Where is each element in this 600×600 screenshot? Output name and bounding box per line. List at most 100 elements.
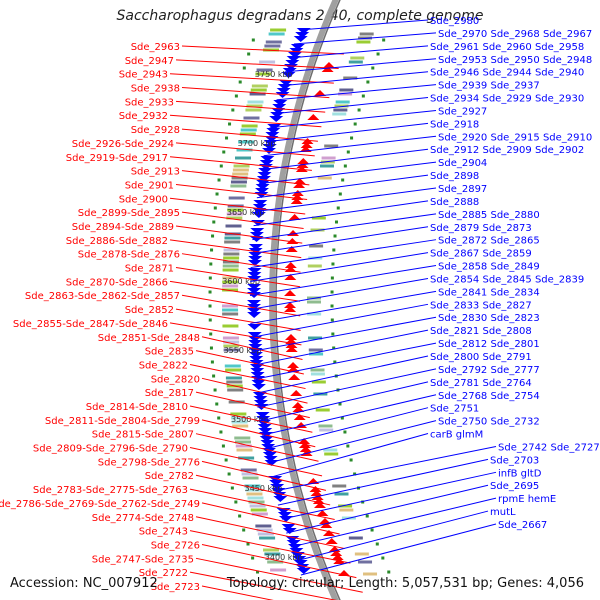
cog-feature-box xyxy=(222,308,239,312)
forward-gene-arrow xyxy=(258,428,273,434)
cog-feature-box xyxy=(348,60,363,64)
forward-gene-arrow xyxy=(276,88,291,94)
backbone-ring-shadow xyxy=(275,0,341,600)
cog-feature-box xyxy=(246,104,263,108)
label-leader-lines xyxy=(169,19,497,600)
cog-feature-box xyxy=(228,196,245,200)
gc-tick-mark xyxy=(332,248,336,252)
gc-tick-mark xyxy=(343,430,347,434)
genome-backbone xyxy=(269,0,341,600)
cog-feature-box xyxy=(222,268,239,272)
gc-tick-mark xyxy=(208,290,212,294)
left-leader-line xyxy=(169,239,302,259)
gc-tick-mark xyxy=(349,458,353,462)
cog-feature-box xyxy=(247,100,264,104)
gc-tick-mark xyxy=(209,332,213,336)
cog-feature-box xyxy=(246,492,263,496)
right-gene-label: Sde_2946 Sde_2944 Sde_2940 xyxy=(430,68,584,79)
cog-feature-box xyxy=(354,552,369,556)
right-gene-label: Sde_2833 Sde_2827 xyxy=(430,300,532,311)
left-gene-label: Sde_2928 xyxy=(131,125,180,136)
forward-gene-arrow xyxy=(248,340,263,346)
reverse-gene-arrow xyxy=(312,498,325,504)
right-leader-line xyxy=(261,148,429,171)
left-leader-line xyxy=(181,253,301,273)
right-leader-line xyxy=(249,277,429,310)
scale-label: 3450 kbp xyxy=(245,484,283,493)
forward-gene-arrow xyxy=(272,492,287,498)
cog-feature-box xyxy=(310,368,325,372)
gc-tick-mark xyxy=(357,108,361,112)
cog-feature-box xyxy=(307,312,322,316)
cog-feature-box xyxy=(267,560,284,564)
accession-text: Accession: NC_007912 xyxy=(10,576,158,591)
cog-feature-box xyxy=(339,508,354,512)
reverse-gene-arrow xyxy=(288,214,301,220)
forward-gene-arrow xyxy=(248,352,263,358)
scale-label: 3600 kbp xyxy=(222,277,260,286)
left-gene-label: Sde_2817 xyxy=(145,388,194,399)
right-gene-label: Sde_2768 Sde_2754 xyxy=(438,391,540,402)
left-leader-line xyxy=(189,571,338,600)
gc-tick-mark xyxy=(350,136,354,140)
cog-feature-box xyxy=(241,124,258,128)
right-leader-line xyxy=(264,407,429,450)
left-leader-line xyxy=(175,225,303,244)
left-gene-label: Sde_2774-Sde_2748 xyxy=(92,513,194,524)
left-leader-line xyxy=(189,530,351,564)
cog-feature-box xyxy=(338,92,353,96)
forward-gene-arrow xyxy=(275,92,290,98)
cog-feature-box xyxy=(241,472,258,476)
forward-gene-arrow xyxy=(290,44,305,50)
right-gene-label: Sde_2927 xyxy=(438,106,487,117)
cog-feature-box xyxy=(315,408,330,412)
cog-feature-box xyxy=(235,444,252,448)
left-gene-label: Sde_2919-Sde_2917 xyxy=(66,153,168,164)
forward-gene-arrow xyxy=(247,312,262,318)
cog-feature-box xyxy=(270,568,287,572)
cog-feature-box xyxy=(227,208,244,212)
gc-tick-mark xyxy=(331,262,335,266)
gc-tick-mark xyxy=(346,150,350,154)
left-gene-label: Sde_2798-Sde_2776 xyxy=(98,457,200,468)
forward-gene-arrow xyxy=(262,452,277,458)
reverse-gene-arrow xyxy=(287,362,300,368)
right-gene-label: Sde_2781 Sde_2764 xyxy=(430,378,532,389)
left-gene-label: Sde_2932 xyxy=(119,111,168,122)
reverse-gene-arrow xyxy=(285,334,298,340)
right-leader-line xyxy=(284,58,437,73)
reverse-gene-arrow xyxy=(291,190,304,196)
left-leader-line xyxy=(195,516,345,550)
right-gene-label: Sde_2703 xyxy=(490,455,539,466)
forward-gene-arrow xyxy=(282,528,297,534)
right-leader-line xyxy=(259,381,429,422)
cog-feature-box xyxy=(255,524,272,528)
reverse-gene-arrow xyxy=(316,510,329,516)
forward-gene-arrow xyxy=(286,540,301,546)
forward-gene-arrow xyxy=(248,344,263,350)
right-leader-line xyxy=(255,355,429,394)
gc-tick-mark xyxy=(361,94,365,98)
right-gene-label: rpmE hemE xyxy=(498,494,556,505)
scale-label: 3550 kbp xyxy=(224,346,262,355)
gc-tick-mark xyxy=(213,206,217,210)
right-leader-line xyxy=(289,45,429,59)
forward-gene-arrow xyxy=(296,568,311,574)
genome-map-title: Saccharophagus degradans 2-40, complete … xyxy=(116,8,484,24)
cog-feature-box xyxy=(245,108,262,112)
right-leader-line xyxy=(295,510,489,562)
gc-tick-mark xyxy=(231,108,235,112)
right-gene-label: Sde_2885 Sde_2880 xyxy=(438,210,540,221)
right-leader-line xyxy=(249,265,437,297)
cog-feature-box xyxy=(324,144,339,148)
cog-feature-box xyxy=(222,264,239,268)
gc-tick-mark xyxy=(247,52,251,56)
left-gene-label: Sde_2863-Sde_2862-Sde_2857 xyxy=(25,291,180,302)
forward-gene-arrow xyxy=(260,440,275,446)
left-leader-line xyxy=(189,488,335,520)
right-gene-label: Sde_2934 Sde_2929 Sde_2930 xyxy=(430,94,584,105)
gc-tick-mark xyxy=(217,416,221,420)
reverse-gene-arrow xyxy=(309,486,322,492)
left-leader-line xyxy=(181,87,330,99)
forward-gene-arrow xyxy=(270,484,285,490)
